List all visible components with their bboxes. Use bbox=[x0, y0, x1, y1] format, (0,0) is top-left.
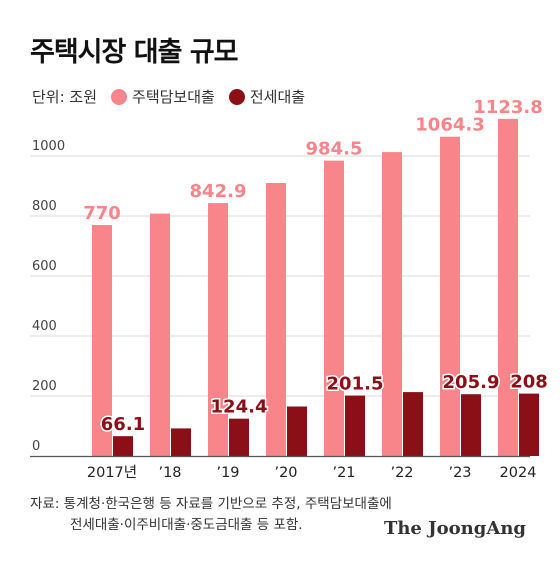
data-label-mortgage: 1123.8 bbox=[473, 97, 542, 118]
footnote-line-1: 자료: 통계청·한국은행 등 자료를 기반으로 추정, 주택담보대출에 bbox=[30, 496, 392, 512]
y-tick-label: 0 bbox=[32, 439, 40, 454]
legend-swatch-mortgage bbox=[111, 88, 128, 105]
bar-mortgage bbox=[266, 183, 286, 456]
x-tick-label: ’23 bbox=[448, 465, 471, 481]
bar-jeonse bbox=[287, 406, 307, 456]
x-tick-label: ’18 bbox=[158, 465, 181, 481]
data-label-jeonse: 208 bbox=[510, 372, 548, 393]
legend-swatch-jeonse bbox=[228, 88, 245, 105]
bar-mortgage bbox=[208, 203, 228, 456]
y-tick-label: 1000 bbox=[32, 139, 65, 154]
data-label-jeonse: 205.9 bbox=[443, 372, 500, 393]
chart-title: 주택시장 대출 규모 bbox=[30, 37, 239, 68]
bar-jeonse bbox=[171, 428, 191, 456]
data-label-jeonse: 201.5 bbox=[327, 374, 384, 395]
bar-mortgage bbox=[498, 118, 518, 457]
data-label-mortgage: 770 bbox=[83, 203, 121, 224]
bar-jeonse bbox=[403, 392, 423, 456]
publisher-logo: The JoongAng bbox=[383, 518, 526, 539]
bar-jeonse bbox=[229, 418, 249, 456]
legend-label-mortgage: 주택담보대출 bbox=[132, 88, 215, 106]
bar-jeonse bbox=[113, 436, 133, 456]
footnote: 자료: 통계청·한국은행 등 자료를 기반으로 추정, 주택담보대출에 전세대출… bbox=[30, 494, 392, 536]
y-tick-label: 200 bbox=[32, 379, 57, 394]
x-tick-label: ’21 bbox=[332, 465, 355, 481]
data-label-mortgage: 1064.3 bbox=[415, 115, 484, 136]
y-tick-label: 600 bbox=[32, 259, 57, 274]
bar-mortgage bbox=[324, 160, 344, 456]
bar-jeonse bbox=[461, 394, 481, 456]
bar-jeonse bbox=[519, 393, 539, 456]
data-label-mortgage: 984.5 bbox=[306, 139, 363, 160]
unit-label: 단위: 조원 bbox=[32, 88, 98, 106]
legend: 단위: 조원 주택담보대출 전세대출 bbox=[32, 86, 305, 107]
y-tick-label: 400 bbox=[32, 319, 57, 334]
bar-mortgage bbox=[92, 225, 112, 456]
bar-chart: 0 200 400 600 800 1000 2017년 ’18 ’19 ’20 ’21 ’22 ’23… bbox=[30, 97, 549, 481]
y-tick-label: 800 bbox=[32, 199, 57, 214]
x-tick-label: 2017년 bbox=[87, 464, 137, 481]
bar-mortgage bbox=[150, 213, 170, 456]
x-tick-label: ’22 bbox=[390, 465, 413, 481]
data-label-mortgage: 842.9 bbox=[190, 181, 247, 202]
data-label-jeonse: 124.4 bbox=[211, 397, 268, 418]
data-label-jeonse: 66.1 bbox=[101, 414, 145, 435]
legend-label-jeonse: 전세대출 bbox=[249, 88, 306, 106]
footnote-line-2: 전세대출·이주비대출·중도금대출 등 포함. bbox=[70, 517, 303, 533]
bar-mortgage bbox=[440, 136, 460, 456]
x-tick-label: ’20 bbox=[274, 465, 297, 481]
x-tick-label: ’19 bbox=[216, 465, 239, 481]
bar-jeonse bbox=[345, 395, 365, 456]
bar-mortgage bbox=[382, 152, 402, 456]
x-tick-label: 2024 bbox=[500, 465, 537, 481]
